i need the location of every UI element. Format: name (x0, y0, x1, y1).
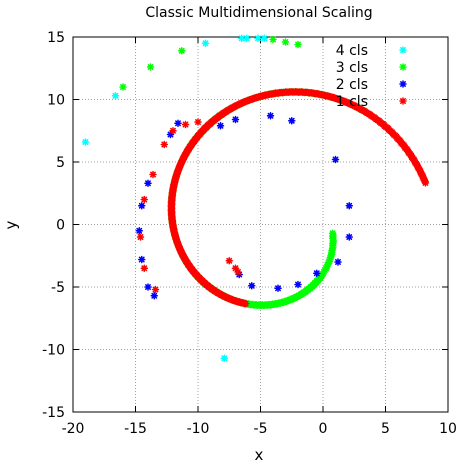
data-point (174, 119, 182, 127)
chart-title: Classic Multidimensional Scaling (145, 5, 372, 21)
data-point (146, 63, 155, 71)
series-3-cls (119, 35, 368, 310)
legend-marker (399, 63, 407, 71)
data-point (169, 127, 177, 135)
data-point (220, 354, 228, 362)
data-point (119, 83, 127, 91)
y-tick-label: 5 (56, 155, 65, 171)
data-point (216, 122, 225, 130)
data-point (138, 202, 146, 210)
data-point (345, 233, 353, 241)
data-point (274, 284, 282, 292)
data-point (144, 179, 152, 187)
data-point (160, 140, 168, 149)
data-point (194, 118, 202, 126)
y-tick-label: -15 (42, 405, 65, 421)
x-tick-label: -5 (254, 421, 268, 437)
x-tick-label: -15 (124, 421, 147, 437)
x-axis-label: x (255, 446, 264, 464)
data-point (260, 34, 268, 42)
y-tick-label: 10 (47, 93, 65, 109)
series-1-cls (136, 87, 430, 308)
data-point (313, 269, 321, 277)
y-tick-label: 15 (47, 30, 65, 46)
data-point (150, 292, 158, 300)
data-point (288, 117, 296, 125)
series-4-cls (81, 34, 268, 362)
legend-marker (399, 97, 407, 105)
data-point (111, 92, 120, 100)
data-point (144, 283, 152, 291)
data-point (201, 39, 210, 47)
x-tick-label: -20 (62, 421, 85, 437)
data-point (81, 138, 90, 146)
data-point (136, 233, 145, 241)
y-tick-label: -10 (42, 343, 65, 359)
data-point (331, 155, 340, 164)
data-point (281, 38, 290, 46)
tick-marks (72, 36, 449, 413)
legend-label: 2 cls (336, 77, 368, 93)
data-point (269, 35, 277, 44)
data-point (421, 179, 430, 187)
data-point (178, 47, 186, 55)
data-point (248, 282, 256, 290)
legend-label: 1 cls (336, 94, 368, 110)
data-point (266, 112, 275, 120)
data-point (149, 170, 157, 179)
data-point (334, 258, 342, 266)
data-point (294, 40, 302, 49)
legend-marker (399, 80, 407, 88)
x-tick-label: 0 (319, 421, 328, 437)
x-tick-label: 10 (439, 421, 457, 437)
grid (73, 37, 448, 412)
data-point (135, 227, 143, 235)
data-point (345, 202, 353, 210)
data-points (81, 34, 430, 362)
data-point (138, 255, 146, 264)
data-point (140, 195, 148, 204)
y-tick-label: -5 (51, 280, 65, 296)
x-tick-label: -10 (187, 421, 210, 437)
data-point (181, 120, 190, 129)
data-point (140, 264, 148, 272)
y-tick-label: 0 (56, 218, 65, 234)
data-point (243, 34, 251, 42)
data-point (254, 34, 262, 42)
data-point (151, 285, 160, 294)
legend-marker (399, 46, 407, 54)
legend-label: 3 cls (336, 60, 368, 76)
x-tick-label: 5 (381, 421, 390, 437)
y-axis-label: y (2, 220, 20, 229)
data-point (294, 280, 302, 289)
data-point (234, 268, 242, 276)
data-point (231, 115, 240, 124)
data-point (225, 257, 233, 265)
legend-label: 4 cls (336, 43, 368, 59)
